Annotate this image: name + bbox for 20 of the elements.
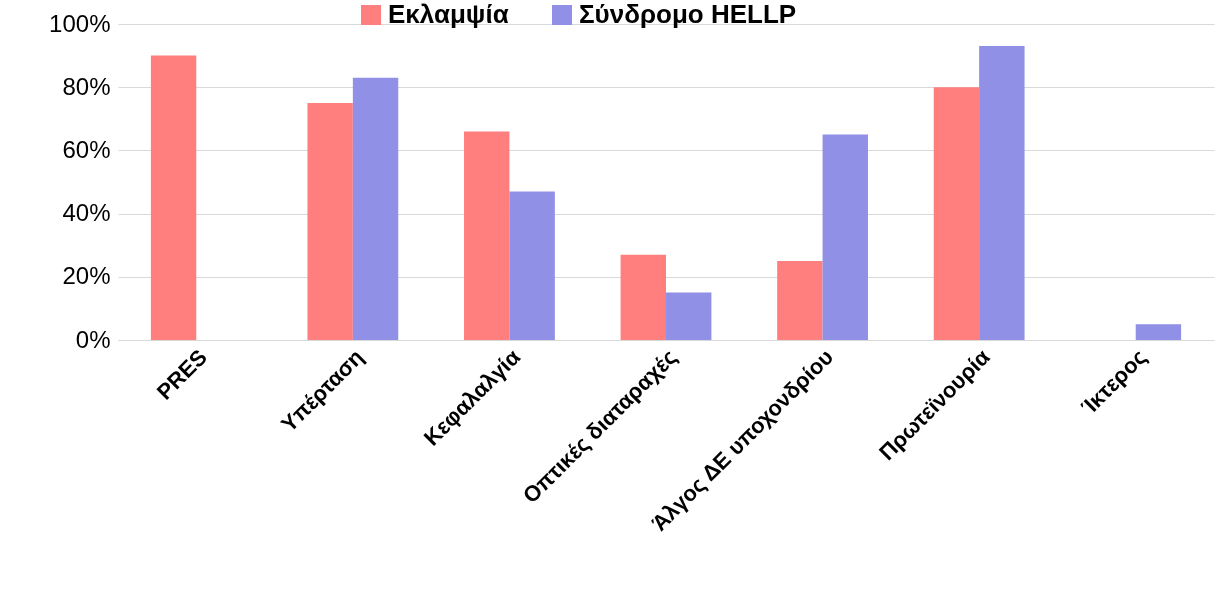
y-tick-label: 100% (49, 9, 111, 37)
bar (150, 55, 197, 340)
bar (666, 292, 712, 340)
bar (509, 191, 555, 340)
y-tick-label: 20% (62, 262, 111, 290)
y-tick-label: 0% (75, 325, 111, 353)
y-tick-label: 80% (62, 72, 111, 100)
legend-label: Εκλαμψία (388, 0, 509, 29)
y-tick-label: 60% (62, 135, 111, 163)
bar (822, 134, 868, 340)
bar (620, 254, 666, 340)
bar (1135, 324, 1182, 340)
legend-label: Σύνδρομο HELLP (579, 0, 797, 29)
bar (777, 261, 823, 340)
bar (979, 46, 1025, 340)
bar (352, 77, 399, 340)
y-tick-label: 40% (62, 199, 111, 227)
bar (464, 131, 510, 340)
bar (933, 87, 980, 340)
bar (307, 103, 353, 340)
